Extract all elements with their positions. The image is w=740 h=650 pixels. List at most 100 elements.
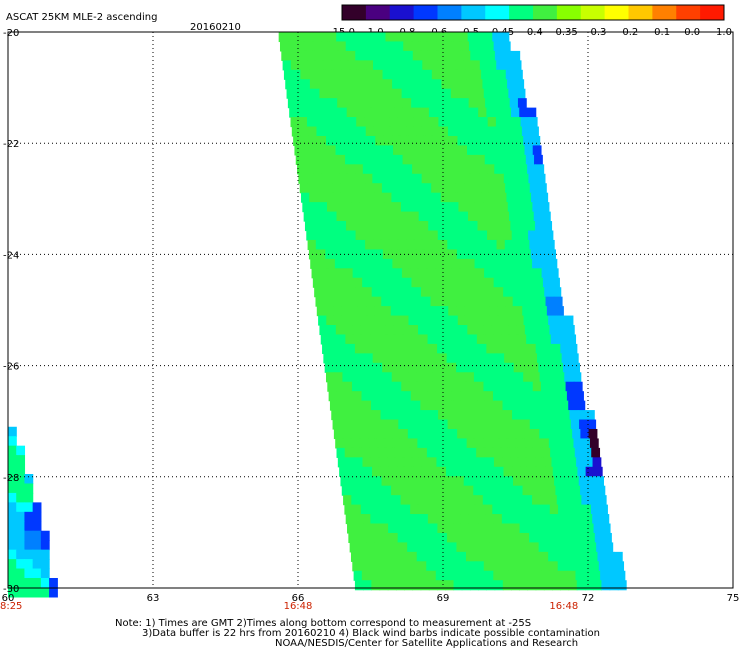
data-cell bbox=[503, 173, 513, 184]
data-cell bbox=[549, 504, 559, 515]
data-cell bbox=[531, 551, 541, 562]
data-cell bbox=[466, 551, 475, 562]
data-cell bbox=[462, 50, 471, 61]
data-cell bbox=[394, 334, 404, 345]
data-cell bbox=[347, 466, 357, 477]
data-cell bbox=[345, 41, 355, 52]
data-cell bbox=[492, 154, 502, 165]
data-cell bbox=[417, 145, 427, 156]
data-cell bbox=[520, 296, 530, 307]
data-cell bbox=[382, 362, 392, 373]
data-cell bbox=[434, 325, 444, 336]
data-cell bbox=[401, 32, 411, 43]
data-cell bbox=[8, 474, 17, 485]
data-cell bbox=[560, 343, 570, 354]
data-cell bbox=[446, 410, 456, 421]
data-cell bbox=[346, 457, 355, 468]
data-cell bbox=[550, 447, 559, 458]
data-cell bbox=[16, 559, 26, 570]
data-cell bbox=[341, 126, 350, 137]
data-cell bbox=[547, 485, 557, 496]
data-cell bbox=[386, 570, 396, 581]
data-cell bbox=[527, 580, 537, 591]
data-cell bbox=[521, 183, 531, 194]
data-cell bbox=[471, 532, 481, 544]
data-cell bbox=[499, 202, 509, 213]
data-cell bbox=[488, 183, 498, 194]
data-cell bbox=[542, 277, 552, 288]
data-cell bbox=[341, 249, 351, 260]
data-cell bbox=[401, 145, 411, 156]
data-cell bbox=[40, 559, 50, 570]
data-cell bbox=[549, 381, 558, 392]
data-cell bbox=[499, 495, 509, 506]
data-cell bbox=[358, 249, 368, 260]
data-cell bbox=[600, 514, 610, 525]
data-cell bbox=[417, 381, 427, 392]
data-cell bbox=[395, 514, 404, 525]
data-cell bbox=[432, 428, 442, 440]
data-cell bbox=[405, 117, 415, 128]
data-cell bbox=[484, 391, 494, 402]
data-cell bbox=[319, 268, 329, 279]
data-cell bbox=[446, 173, 456, 184]
data-cell bbox=[476, 334, 486, 345]
data-cell bbox=[564, 495, 574, 506]
data-cell bbox=[589, 495, 599, 506]
y-tick-label: -30 bbox=[3, 584, 19, 595]
data-cell bbox=[379, 580, 389, 591]
data-cell bbox=[24, 587, 34, 598]
data-cell bbox=[452, 457, 462, 468]
data-cell bbox=[406, 126, 416, 137]
data-cell bbox=[362, 164, 372, 175]
data-cell bbox=[467, 88, 477, 99]
x-tick-label: 75 bbox=[727, 593, 740, 604]
data-cell bbox=[474, 79, 484, 90]
data-cell bbox=[290, 60, 300, 71]
data-cell bbox=[553, 353, 563, 364]
data-cell bbox=[507, 551, 516, 562]
data-cell bbox=[384, 495, 393, 506]
data-cell bbox=[414, 183, 424, 194]
data-cell bbox=[580, 485, 589, 496]
data-cell bbox=[386, 98, 396, 109]
data-cell bbox=[475, 145, 485, 156]
data-cell bbox=[384, 381, 394, 392]
data-cell bbox=[409, 202, 418, 213]
data-cell bbox=[540, 202, 550, 213]
data-cell bbox=[576, 580, 586, 591]
data-cell bbox=[536, 230, 546, 241]
data-cell bbox=[483, 145, 493, 156]
data-cell bbox=[456, 485, 466, 496]
data-cell bbox=[447, 476, 457, 487]
data-cell bbox=[349, 249, 359, 260]
data-cell bbox=[313, 107, 323, 118]
data-cell bbox=[376, 202, 386, 213]
data-cell bbox=[454, 466, 463, 477]
data-cell bbox=[375, 551, 385, 562]
data-cell bbox=[373, 419, 383, 430]
data-cell bbox=[456, 69, 466, 80]
data-cell bbox=[583, 570, 593, 581]
data-cell bbox=[526, 570, 535, 581]
data-cell bbox=[441, 495, 451, 506]
data-cell bbox=[331, 173, 341, 184]
data-cell bbox=[439, 476, 448, 487]
data-cell bbox=[459, 325, 468, 336]
data-cell bbox=[513, 126, 523, 137]
data-cell bbox=[353, 514, 363, 525]
data-cell bbox=[370, 221, 380, 232]
data-cell bbox=[32, 530, 42, 541]
data-cell bbox=[494, 287, 504, 298]
data-cell bbox=[445, 287, 455, 298]
data-cell bbox=[577, 410, 587, 421]
data-cell bbox=[476, 211, 486, 222]
data-cell bbox=[412, 164, 421, 175]
data-cell bbox=[496, 476, 506, 487]
data-cell bbox=[434, 504, 444, 515]
data-cell bbox=[325, 135, 335, 147]
data-cell bbox=[328, 334, 338, 345]
data-cell bbox=[346, 107, 356, 118]
data-cell bbox=[371, 400, 380, 411]
data-cell bbox=[509, 211, 518, 222]
